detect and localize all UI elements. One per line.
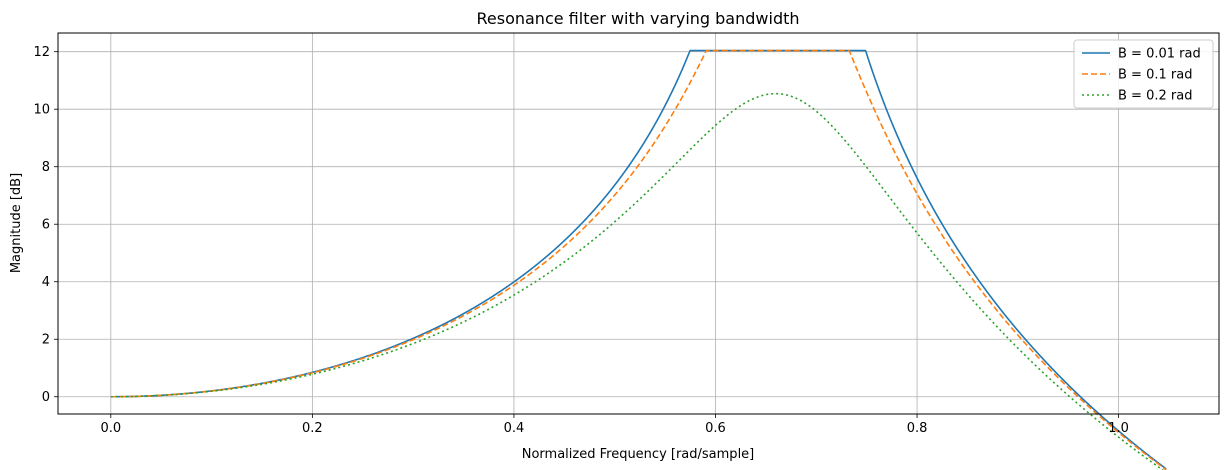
x-tick-label: 0.6 xyxy=(705,421,726,436)
y-axis-label: Magnitude [dB] xyxy=(9,173,24,273)
y-tick-label: 10 xyxy=(33,103,50,118)
x-tick-label: 0.2 xyxy=(302,421,323,436)
y-tick-label: 6 xyxy=(42,218,50,233)
x-tick-label: 0.0 xyxy=(100,421,121,436)
legend-label: B = 0.1 rad xyxy=(1118,68,1192,83)
y-tick-label: 0 xyxy=(42,390,50,405)
x-tick-label: 0.8 xyxy=(907,421,928,436)
x-tick-label: 0.4 xyxy=(504,421,525,436)
series-lines xyxy=(110,49,1167,470)
legend-label: B = 0.01 rad xyxy=(1118,47,1201,62)
plot-area-frame xyxy=(57,32,1220,415)
x-tick-label: 1.0 xyxy=(1108,421,1129,436)
y-tick-label: 12 xyxy=(33,45,50,60)
x-axis-label: Normalized Frequency [rad/sample] xyxy=(522,447,755,462)
y-tick-label: 4 xyxy=(42,275,50,290)
series-line xyxy=(110,49,1167,470)
legend: B = 0.01 rad B = 0.1 rad B = 0.2 rad xyxy=(1073,39,1214,109)
y-tick-label: 2 xyxy=(42,333,50,348)
series-line xyxy=(110,92,1165,470)
legend-frame xyxy=(1073,39,1214,109)
chart-title: Resonance filter with varying bandwidth xyxy=(476,9,799,28)
y-tick-label: 8 xyxy=(42,160,50,175)
series-line xyxy=(110,49,1167,470)
legend-label: B = 0.2 rad xyxy=(1118,89,1192,104)
axis-ticks: 0.0 0.2 0.4 0.6 0.8 1.0 0 2 4 6 8 10 12 xyxy=(33,45,1129,436)
